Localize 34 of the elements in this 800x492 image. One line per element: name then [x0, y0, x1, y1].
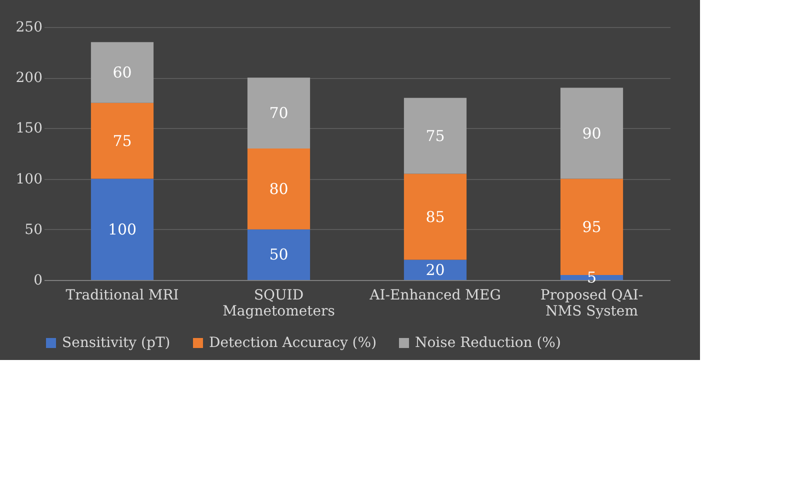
x-tick-label: Proposed QAI-NMS System [540, 288, 644, 320]
data-label: 85 [426, 208, 445, 226]
data-label: 95 [582, 218, 602, 236]
bar [404, 98, 467, 174]
x-tick-label: AI-Enhanced MEG [368, 288, 501, 304]
bar [90, 42, 154, 103]
data-label: 60 [112, 64, 132, 82]
data-label: 20 [426, 260, 445, 279]
x-tick-label: SQUID Magnetometers [222, 288, 335, 320]
legend-label: Sensitivity (pT) [62, 335, 170, 351]
bar [247, 78, 310, 148]
data-label: 70 [269, 104, 288, 122]
y-tick-label: 200 [16, 70, 42, 86]
legend-label: Detection Accuracy (%) [209, 335, 377, 351]
x-tick-label: Traditional MRI [66, 288, 179, 304]
bar [90, 178, 154, 280]
data-label: 90 [582, 124, 602, 142]
y-tick-label: 0 [34, 272, 42, 288]
data-label: 80 [269, 180, 288, 198]
y-tick-label: 100 [16, 171, 42, 188]
y-tick-label: 250 [16, 20, 42, 36]
data-label: 75 [426, 126, 445, 145]
data-label: 100 [108, 220, 137, 238]
bar [404, 174, 467, 260]
y-tick-label: 150 [16, 120, 42, 137]
data-label: 75 [112, 132, 132, 150]
bar [404, 260, 467, 280]
legend-label: Noise Reduction (%) [415, 335, 561, 351]
bar [90, 102, 154, 179]
bar [247, 229, 310, 280]
bar [560, 88, 624, 179]
y-tick-label: 50 [24, 222, 42, 238]
data-label: 50 [269, 246, 288, 264]
bar [247, 148, 310, 230]
